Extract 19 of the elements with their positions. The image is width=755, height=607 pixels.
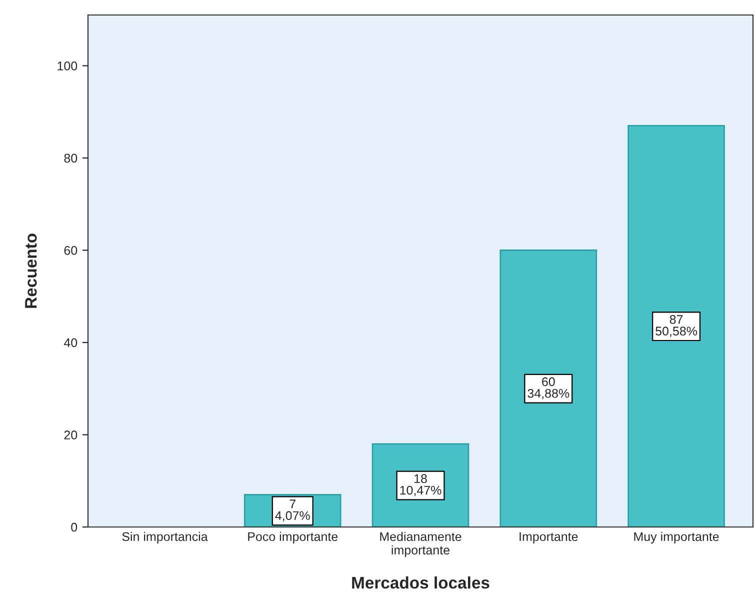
y-axis-title: Recuento <box>25 234 37 308</box>
data-label: 87 50,58% <box>656 315 698 338</box>
y-tick-label: 60 <box>64 246 78 255</box>
y-tick-label: 100 <box>58 62 78 70</box>
bar <box>500 250 598 527</box>
data-label: 60 34,88% <box>528 377 570 400</box>
x-tick-label: Poco importante <box>248 532 338 544</box>
x-tick-label: Medianamente importante <box>380 532 462 557</box>
y-tick-label: 20 <box>64 430 78 440</box>
y-tick-label: 40 <box>64 338 78 348</box>
x-tick-label: Muy importante <box>634 532 719 544</box>
y-tick-label: 80 <box>64 154 78 163</box>
x-axis-title: Mercados locales <box>352 576 490 589</box>
x-tick-label: Sin importancia <box>122 532 208 544</box>
data-label: 18 10,47% <box>400 474 442 496</box>
bar <box>628 125 725 527</box>
y-tick-label: 0 <box>71 522 78 532</box>
data-label: 7 4,07% <box>275 500 310 522</box>
x-tick-label: Importante <box>520 532 578 544</box>
